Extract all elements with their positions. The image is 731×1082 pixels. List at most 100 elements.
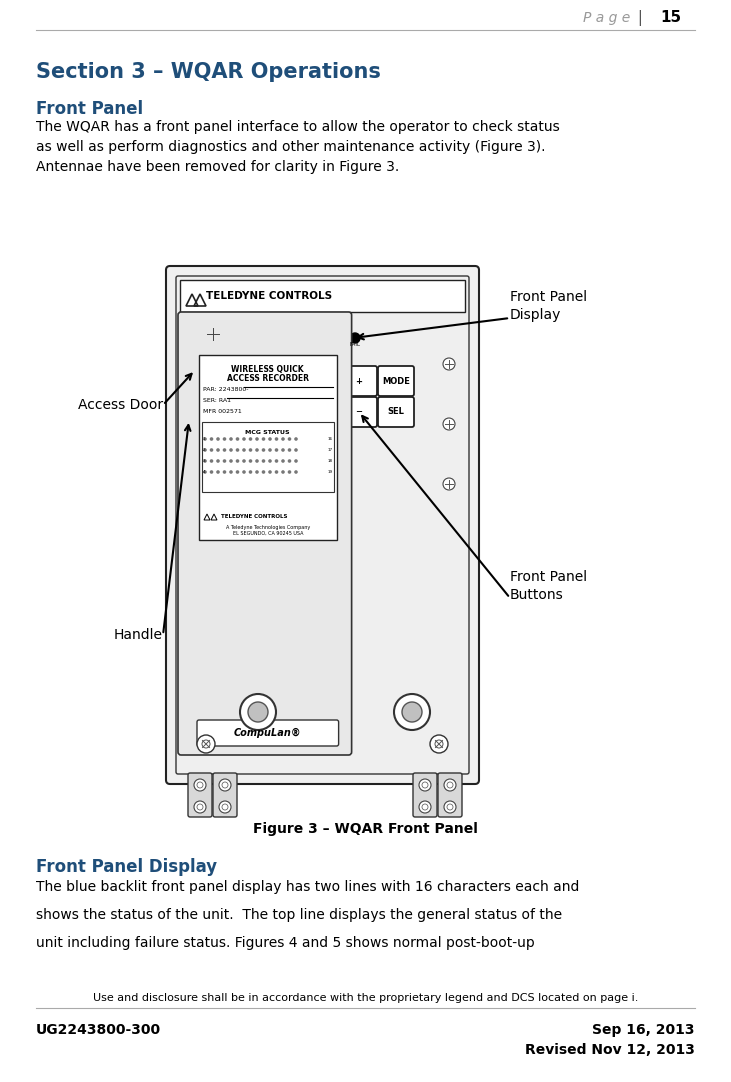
Circle shape	[430, 735, 448, 753]
Circle shape	[444, 801, 456, 813]
Text: 1: 1	[203, 437, 205, 441]
Circle shape	[281, 437, 285, 440]
Text: The blue backlit front panel display has two lines with 16 characters each and: The blue backlit front panel display has…	[36, 880, 580, 894]
Circle shape	[242, 471, 246, 474]
Text: 4: 4	[203, 470, 205, 474]
Text: TELEDYNE CONTROLS: TELEDYNE CONTROLS	[206, 291, 332, 301]
Circle shape	[216, 448, 220, 452]
FancyBboxPatch shape	[180, 317, 198, 438]
Circle shape	[248, 702, 268, 722]
Text: |: |	[633, 10, 643, 26]
Circle shape	[223, 448, 227, 452]
Text: MODE: MODE	[382, 377, 410, 385]
Circle shape	[350, 333, 360, 343]
Circle shape	[255, 459, 259, 463]
Circle shape	[419, 779, 431, 791]
Circle shape	[281, 448, 285, 452]
Text: shows the status of the unit.  The top line displays the general status of the: shows the status of the unit. The top li…	[36, 908, 562, 922]
FancyBboxPatch shape	[197, 720, 338, 745]
Circle shape	[223, 437, 227, 440]
Circle shape	[240, 694, 276, 730]
Circle shape	[268, 437, 272, 440]
Text: as well as perform diagnostics and other maintenance activity (Figure 3).: as well as perform diagnostics and other…	[36, 140, 545, 154]
Text: SER: RA1: SER: RA1	[203, 398, 231, 403]
Bar	[190, 322, 335, 354]
Text: Buttons: Buttons	[510, 588, 564, 602]
Circle shape	[235, 459, 239, 463]
Circle shape	[262, 471, 265, 474]
Bar	[202, 422, 333, 492]
Circle shape	[275, 459, 279, 463]
Circle shape	[223, 471, 227, 474]
Circle shape	[394, 694, 430, 730]
Text: SEL: SEL	[387, 408, 404, 417]
FancyBboxPatch shape	[213, 773, 237, 817]
FancyBboxPatch shape	[178, 312, 352, 755]
Circle shape	[294, 437, 298, 440]
Text: Front Panel: Front Panel	[36, 100, 143, 118]
Text: P a g e: P a g e	[583, 11, 630, 25]
Circle shape	[216, 459, 220, 463]
Text: TELEDYNE CONTROLS: TELEDYNE CONTROLS	[221, 515, 287, 519]
Circle shape	[249, 459, 252, 463]
Text: A Teledyne Technologies Company: A Teledyne Technologies Company	[226, 525, 310, 530]
Circle shape	[242, 437, 246, 440]
Circle shape	[216, 471, 220, 474]
Text: 19: 19	[327, 470, 333, 474]
Circle shape	[262, 459, 265, 463]
FancyBboxPatch shape	[438, 773, 462, 817]
Circle shape	[219, 801, 231, 813]
Circle shape	[235, 437, 239, 440]
Text: WIRELESS QUICK: WIRELESS QUICK	[232, 365, 304, 374]
Circle shape	[294, 448, 298, 452]
Text: Antennae have been removed for clarity in Figure 3.: Antennae have been removed for clarity i…	[36, 160, 399, 174]
Circle shape	[216, 437, 220, 440]
FancyBboxPatch shape	[166, 266, 479, 784]
Text: Sep 16, 2013: Sep 16, 2013	[593, 1022, 695, 1037]
Circle shape	[210, 471, 213, 474]
Circle shape	[268, 471, 272, 474]
Circle shape	[242, 448, 246, 452]
Text: 16: 16	[327, 437, 333, 441]
Circle shape	[275, 471, 279, 474]
Circle shape	[203, 437, 207, 440]
Circle shape	[268, 448, 272, 452]
Text: 2: 2	[203, 448, 205, 452]
Circle shape	[444, 779, 456, 791]
Circle shape	[288, 471, 291, 474]
Circle shape	[219, 779, 231, 791]
Text: Front Panel: Front Panel	[510, 290, 587, 304]
Circle shape	[255, 471, 259, 474]
Circle shape	[288, 459, 291, 463]
Circle shape	[402, 702, 422, 722]
Text: 18: 18	[327, 459, 333, 463]
Circle shape	[230, 448, 232, 452]
Circle shape	[288, 437, 291, 440]
FancyBboxPatch shape	[341, 366, 377, 396]
Text: UG2243800-300: UG2243800-300	[36, 1022, 161, 1037]
Circle shape	[294, 471, 298, 474]
Text: Front Panel: Front Panel	[510, 570, 587, 584]
Circle shape	[249, 437, 252, 440]
Text: Front Panel Display: Front Panel Display	[36, 858, 217, 876]
Circle shape	[268, 459, 272, 463]
Circle shape	[255, 437, 259, 440]
Circle shape	[443, 478, 455, 490]
Text: 17: 17	[327, 448, 333, 452]
Circle shape	[194, 779, 206, 791]
Circle shape	[197, 735, 215, 753]
Circle shape	[203, 324, 223, 344]
Circle shape	[281, 471, 285, 474]
Circle shape	[275, 448, 279, 452]
Circle shape	[419, 801, 431, 813]
Bar	[199, 355, 336, 540]
Text: FAIL: FAIL	[349, 342, 360, 347]
Circle shape	[235, 471, 239, 474]
Circle shape	[443, 418, 455, 430]
Circle shape	[249, 448, 252, 452]
Circle shape	[294, 459, 298, 463]
Text: ACCESS RECORDER: ACCESS RECORDER	[227, 374, 308, 383]
Text: EL SEGUNDO, CA 90245 USA: EL SEGUNDO, CA 90245 USA	[232, 531, 303, 536]
Circle shape	[210, 459, 213, 463]
Circle shape	[249, 471, 252, 474]
